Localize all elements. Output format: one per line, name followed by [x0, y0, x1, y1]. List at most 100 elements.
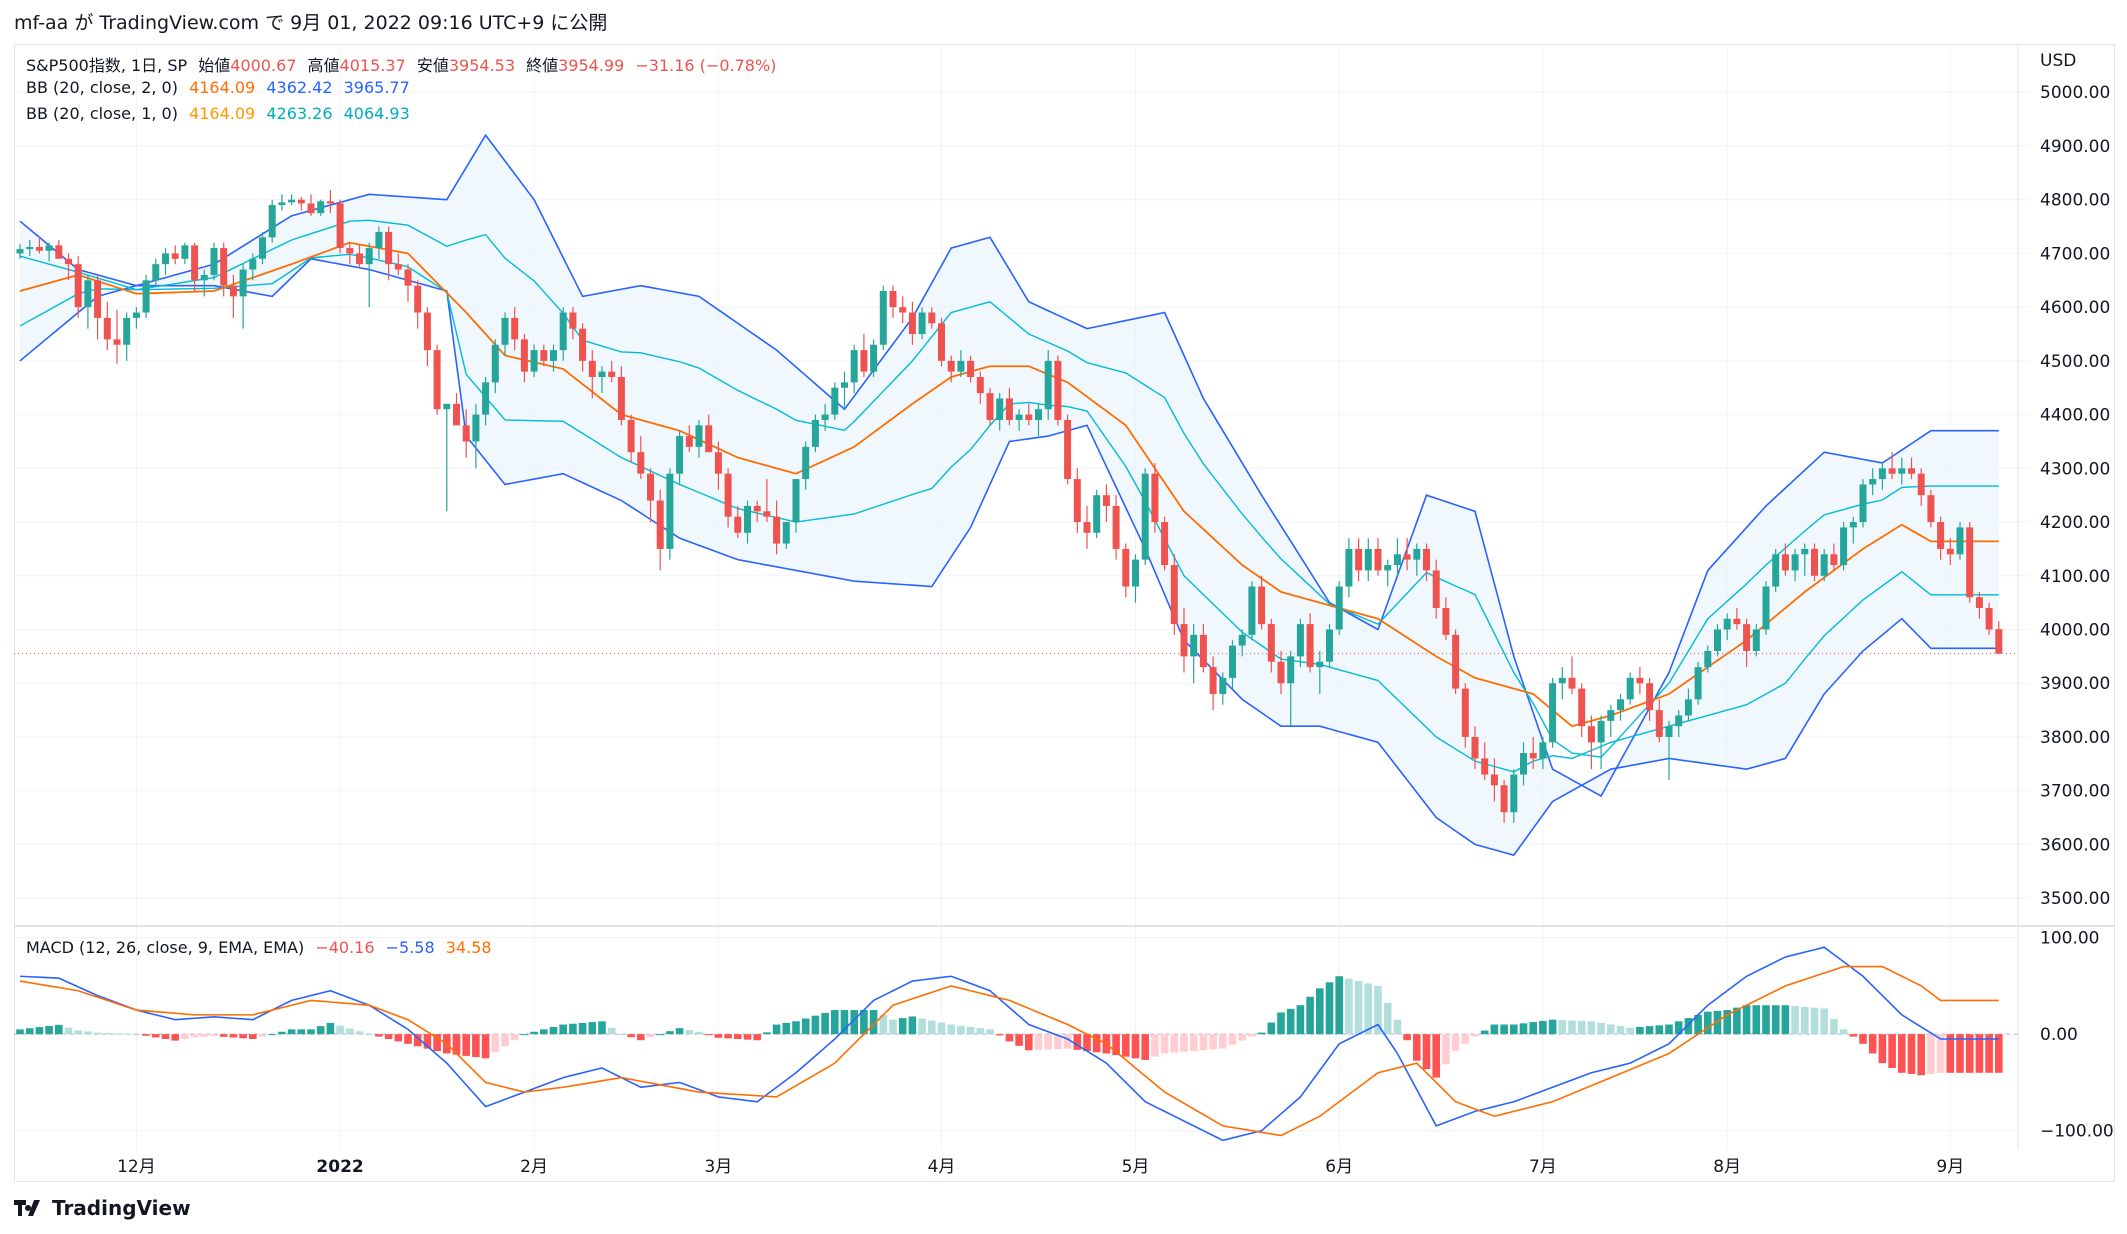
macd-histogram-bar: [1112, 1034, 1120, 1056]
candle-body: [94, 280, 102, 318]
tradingview-brand[interactable]: TradingView: [14, 1196, 191, 1220]
macd-histogram-bar: [1383, 1002, 1392, 1035]
candle-body: [491, 344, 499, 383]
macd-histogram-bar: [1306, 996, 1314, 1035]
candle-body: [705, 425, 713, 453]
macd-histogram-bar: [1801, 1006, 1809, 1035]
candle-body: [259, 237, 266, 259]
price-axis-tick: 3800.00: [2040, 728, 2110, 748]
candle-body: [627, 419, 635, 453]
macd-histogram-bar: [1539, 1020, 1547, 1035]
candle-body: [1859, 484, 1867, 523]
bb2-upper: 4362.42: [266, 78, 333, 97]
macd-histogram-bar: [219, 1034, 228, 1037]
macd-histogram-bar: [1946, 1034, 1955, 1073]
macd-histogram-bar: [637, 1034, 645, 1041]
candle-body: [1132, 559, 1139, 587]
macd-histogram-bar: [1936, 1034, 1945, 1073]
candle-body: [1413, 548, 1421, 560]
macd-histogram-bar: [1199, 1034, 1208, 1051]
chart-frame[interactable]: [14, 44, 2115, 1182]
macd-histogram-bar: [1956, 1034, 1964, 1073]
macd-histogram-bar: [928, 1020, 936, 1035]
macd-histogram-bar: [801, 1018, 810, 1035]
candle-body: [1442, 608, 1450, 635]
macd-line: [19, 946, 1999, 1142]
candle-body: [1209, 667, 1217, 694]
candle-body: [1840, 527, 1848, 566]
candle-body: [1878, 468, 1886, 480]
candle-body: [65, 258, 72, 265]
macd-histogram-bar: [278, 1031, 286, 1035]
candle-body: [1452, 634, 1460, 689]
tradingview-logo-icon: [14, 1200, 40, 1216]
candle-body: [1636, 677, 1644, 684]
macd-axis-tick: 0.00: [2040, 1025, 2078, 1045]
candle-body: [103, 317, 111, 340]
candle-body: [1946, 548, 1954, 555]
macd-histogram-bar: [704, 1034, 713, 1036]
macd-histogram-bar: [1403, 1034, 1411, 1041]
macd-histogram-bar: [1471, 1034, 1479, 1037]
candle-body: [1005, 398, 1013, 420]
candle-body: [724, 473, 732, 517]
macd-histogram-bar: [1034, 1034, 1043, 1050]
macd-histogram-bar: [1558, 1020, 1567, 1035]
bb2-legend: BB (20, close, 2, 0) 4164.09 4362.42 396…: [26, 78, 416, 97]
macd-histogram-bar: [831, 1010, 839, 1035]
macd-histogram-bar: [966, 1026, 975, 1035]
bb2-basis: 4164.09: [189, 78, 256, 97]
macd-histogram-bar: [394, 1034, 403, 1042]
time-axis-label: 2月: [520, 1157, 548, 1177]
macd-histogram-bar: [1577, 1020, 1586, 1035]
candle-body: [811, 419, 819, 447]
candle-body: [860, 350, 868, 372]
candle-body: [1500, 785, 1508, 813]
macd-histogram-bar: [365, 1034, 373, 1036]
candle-body: [414, 285, 422, 313]
candle-body: [35, 246, 43, 251]
candle-body: [1287, 656, 1295, 684]
macd-histogram-bar: [937, 1022, 946, 1035]
candle-body: [385, 231, 393, 265]
candle-body: [1762, 586, 1770, 630]
macd-histogram-bar: [947, 1024, 955, 1035]
bb1-legend: BB (20, close, 1, 0) 4164.09 4263.26 406…: [26, 104, 416, 123]
candle-body: [123, 317, 131, 345]
candle-body: [520, 339, 528, 372]
candle-body: [782, 522, 790, 544]
bb2-lower: 3965.77: [343, 78, 410, 97]
candle-body: [1306, 624, 1314, 668]
time-axis-label: 6月: [1325, 1157, 1353, 1177]
macd-histogram-bar: [957, 1025, 965, 1035]
macd-histogram-bar: [1354, 981, 1363, 1035]
legend-change: −31.16 (−0.78%): [635, 56, 777, 75]
macd-histogram-bar: [656, 1034, 664, 1036]
candle-body: [1985, 608, 1993, 630]
candle-body: [792, 479, 800, 523]
candle-body: [1355, 548, 1363, 571]
macd-histogram-bar: [1674, 1021, 1683, 1035]
macd-histogram-bar: [1752, 1005, 1761, 1035]
macd-histogram-bar: [986, 1029, 994, 1035]
candle-body: [482, 382, 490, 415]
macd-histogram-bar: [666, 1031, 674, 1035]
candle-body: [1083, 522, 1091, 533]
candle-body: [113, 339, 121, 345]
macd-histogram-bar: [869, 1010, 878, 1035]
candle-body: [1801, 548, 1809, 555]
macd-histogram-bar: [404, 1034, 412, 1044]
candle-body: [181, 245, 189, 259]
macd-histogram-bar: [520, 1034, 529, 1036]
candle-body: [821, 414, 829, 420]
candle-body: [1335, 586, 1343, 630]
macd-histogram-bar: [1868, 1034, 1877, 1054]
candle-body: [365, 248, 373, 265]
macd-histogram-bar: [355, 1031, 364, 1035]
time-axis-label: 2022: [316, 1157, 363, 1177]
candle-body: [1617, 699, 1624, 711]
macd-histogram-bar: [1054, 1034, 1062, 1050]
macd-histogram-bar: [491, 1034, 500, 1053]
candle-body: [550, 350, 557, 361]
